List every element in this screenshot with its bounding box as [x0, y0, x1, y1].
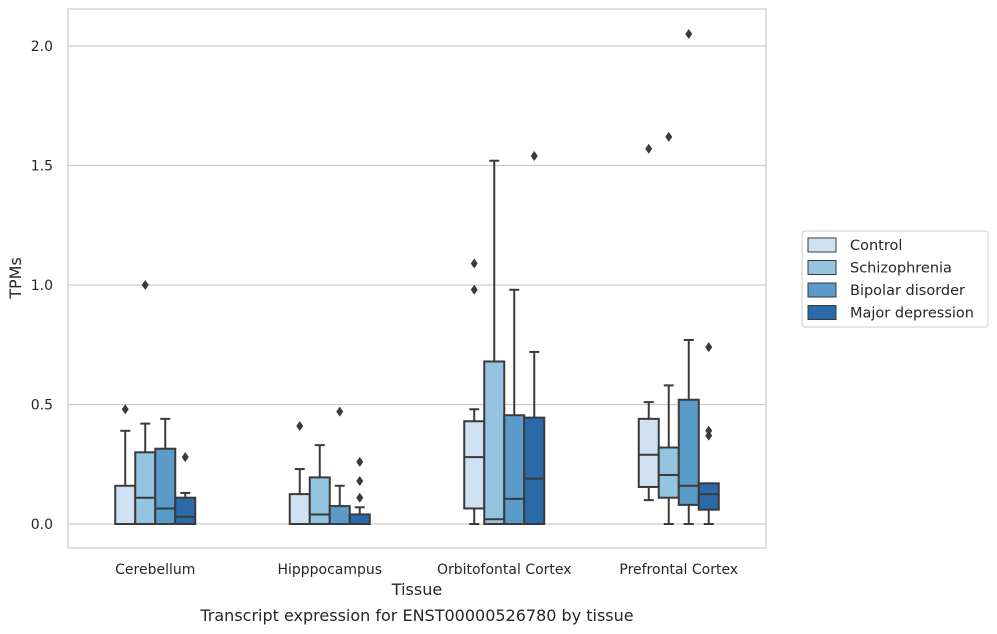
legend-label: Control — [850, 238, 902, 254]
x-tick-label: Cerebellum — [115, 562, 195, 578]
outlier-point — [530, 150, 538, 161]
box-body — [657, 446, 680, 499]
legend: Control Schizophrenia Bipolar disorder Majo… — [801, 230, 989, 328]
box-body — [503, 414, 526, 526]
outlier-point — [685, 29, 693, 40]
box-body — [114, 484, 137, 526]
box-body — [328, 505, 351, 526]
boxes — [114, 29, 720, 526]
y-axis-label: TPMs — [6, 257, 25, 300]
box-body — [154, 447, 177, 525]
y-tick-label: 1.5 — [31, 159, 53, 175]
x-tick-label: Orbitofontal Cortex — [437, 562, 572, 578]
outlier-point — [470, 284, 478, 295]
box-body — [523, 416, 546, 525]
box-body — [697, 482, 720, 511]
outlier-point — [121, 404, 129, 415]
box-body — [677, 398, 700, 506]
box-major-depression — [348, 456, 371, 526]
box-body — [348, 513, 371, 526]
outlier-point — [356, 492, 364, 503]
box-body — [134, 451, 157, 525]
outlier-point — [181, 452, 189, 463]
outlier-point — [645, 143, 653, 154]
outlier-point — [336, 406, 344, 417]
box-body — [174, 496, 197, 525]
x-tick-label: Hipppocampus — [277, 562, 382, 578]
outlier-point — [356, 475, 364, 486]
box-body — [637, 417, 660, 488]
box-body — [288, 493, 311, 525]
legend-swatch — [807, 237, 837, 253]
box-schizophrenia — [308, 444, 331, 525]
outlier-point — [141, 280, 149, 290]
x-axis-label: Tissue — [391, 580, 442, 599]
legend-label: Schizophrenia — [850, 261, 952, 277]
legend-swatch — [807, 282, 837, 298]
box-bipolar-disorder — [154, 417, 177, 525]
legend-swatch — [807, 305, 837, 320]
box-control — [288, 421, 311, 525]
x-tick-label: Prefrontal Cortex — [619, 562, 738, 578]
box-body — [308, 476, 331, 525]
y-tick-label: 0.0 — [31, 517, 53, 533]
box-major-depression — [174, 452, 197, 525]
box-bipolar-disorder — [503, 288, 526, 526]
box-control — [114, 404, 137, 526]
y-axis-ticks: 0.0 0.5 1.0 1.5 2.0 — [31, 39, 53, 533]
box-schizophrenia — [483, 159, 506, 526]
y-tick-label: 1.0 — [31, 278, 53, 294]
x-axis-ticks: Cerebellum Hipppocampus Orbitofontal Corte… — [115, 562, 738, 578]
box-major-depression — [523, 150, 546, 525]
outlier-point — [705, 342, 713, 353]
y-tick-label: 0.5 — [31, 398, 53, 414]
plot-frame — [67, 8, 767, 549]
outlier-point — [705, 425, 713, 436]
figure-caption: Transcript expression for ENST0000052678… — [200, 606, 634, 625]
outlier-point — [356, 456, 364, 467]
legend-swatch — [807, 260, 837, 275]
box-bipolar-disorder — [677, 29, 700, 525]
legend-label: Bipolar disorder — [850, 283, 965, 299]
box-body — [463, 420, 486, 510]
outlier-point — [665, 131, 673, 142]
y-tick-label: 2.0 — [31, 39, 53, 55]
box-schizophrenia — [657, 131, 680, 525]
legend-label: Major depression — [850, 306, 974, 322]
outlier-point — [296, 421, 304, 432]
box-control — [463, 258, 486, 525]
box-major-depression — [697, 342, 720, 525]
legend-frame — [801, 230, 989, 328]
box-body — [483, 360, 506, 526]
outlier-point — [470, 258, 478, 269]
